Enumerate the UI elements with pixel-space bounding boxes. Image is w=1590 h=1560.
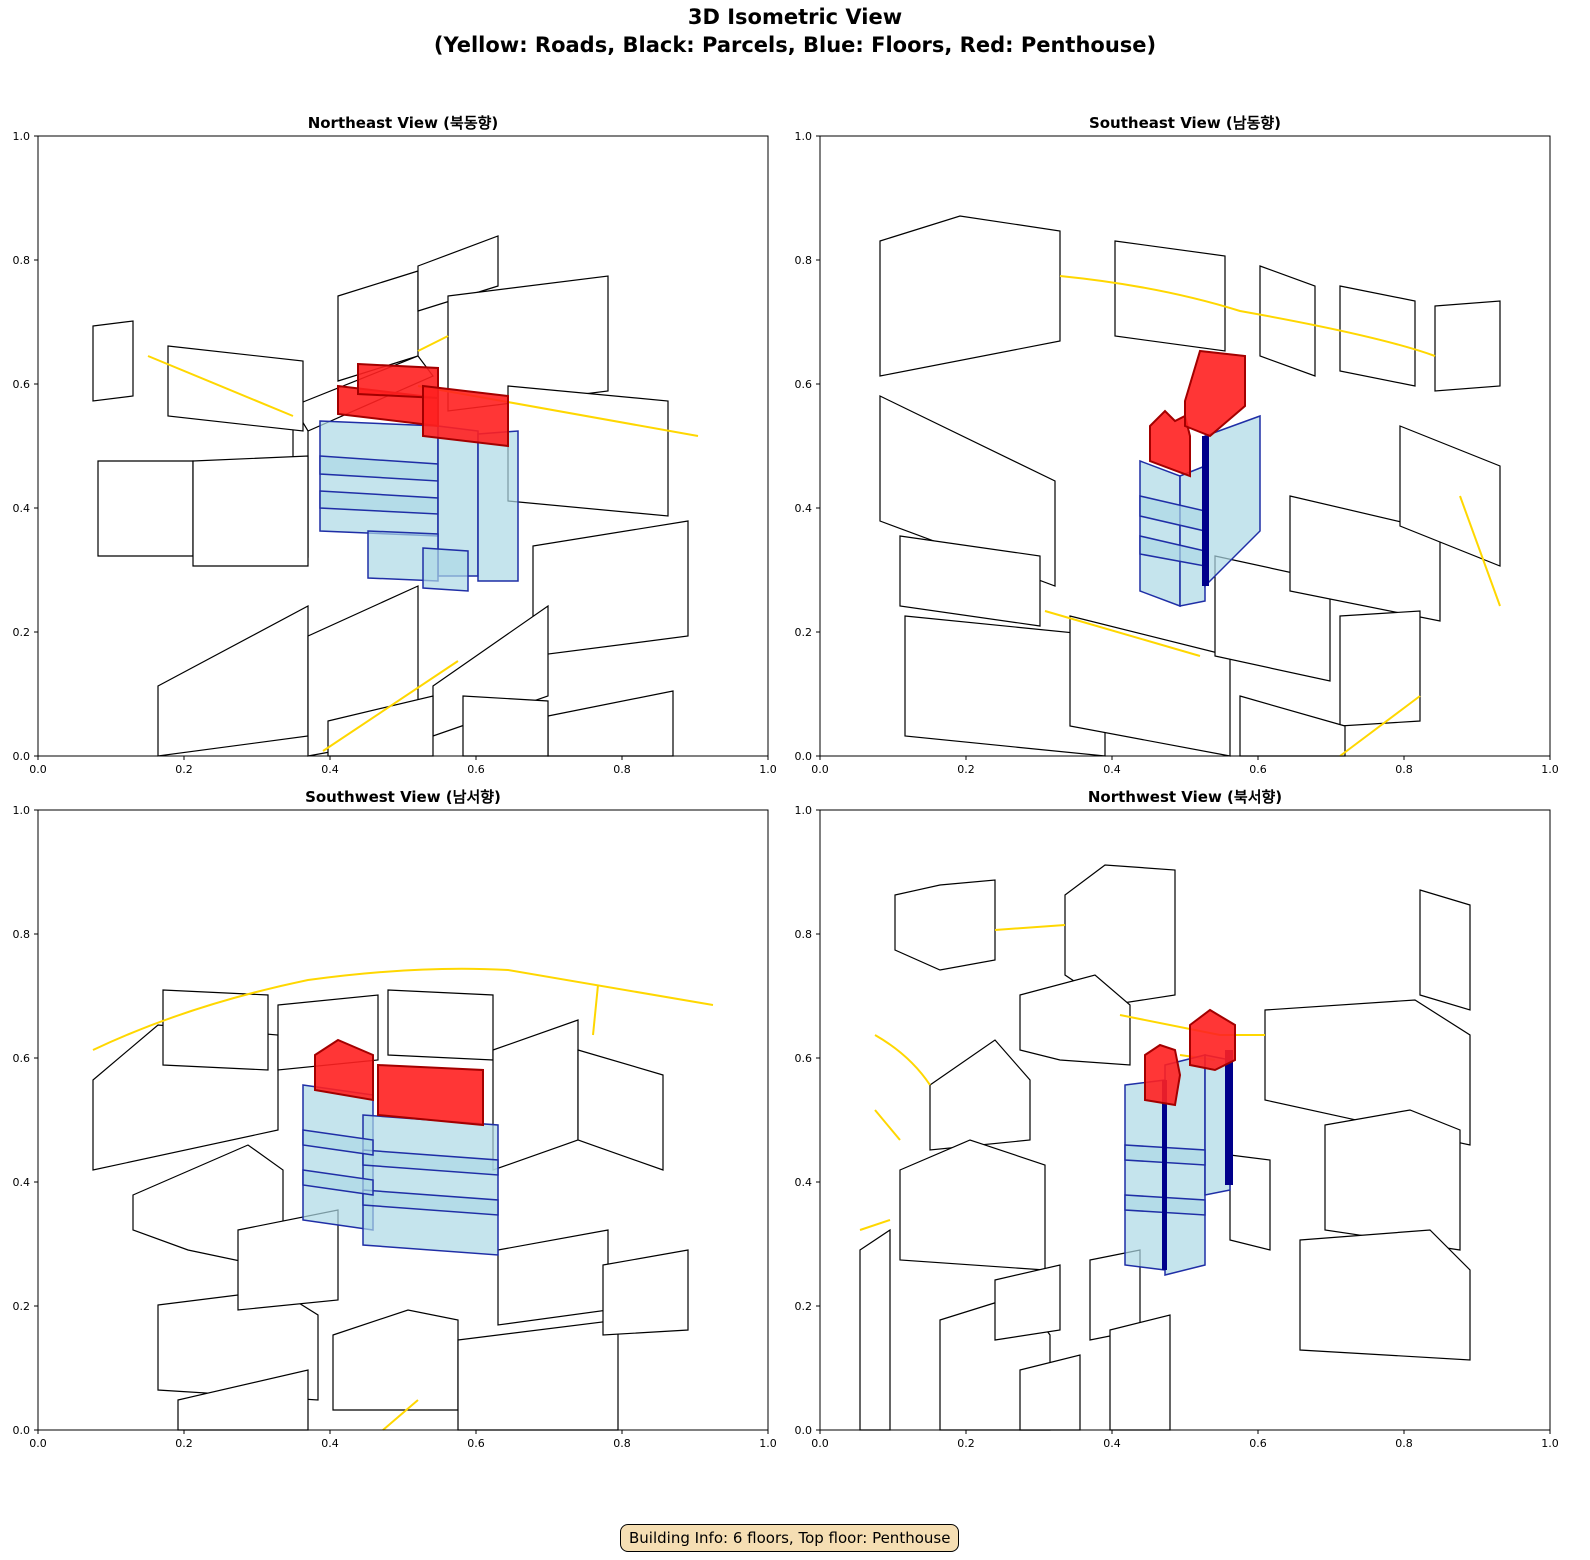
floors-dark-edge [1202,436,1209,586]
roads-layer [1044,275,1501,757]
penthouse-layer [1144,1008,1236,1107]
svg-text:1.0: 1.0 [795,804,813,817]
y-axis-ticks: 0.0 0.2 0.4 0.6 0.8 1.0 [13,130,38,763]
svg-text:0.6: 0.6 [1249,763,1267,776]
parcels-layer [859,864,1471,1431]
floors-dark-edge [1162,1050,1233,1270]
svg-text:0.0: 0.0 [795,1424,813,1437]
svg-text:0.8: 0.8 [613,763,631,776]
roads-layer [92,967,714,1431]
northwest-view-plot: 0.0 0.2 0.4 0.6 0.8 1.0 0.0 0.2 0.4 0.6 … [795,804,1559,1450]
svg-text:0.8: 0.8 [1395,763,1413,776]
svg-text:0.2: 0.2 [175,1437,193,1450]
penthouse-layer [1149,349,1246,478]
svg-text:0.8: 0.8 [13,928,31,941]
axes-frame [819,135,1551,757]
svg-text:0.4: 0.4 [13,1176,31,1189]
y-axis-ticks: 0.0 0.2 0.4 0.6 0.8 1.0 [795,804,820,1437]
panel-title-southwest: Southwest View (남서향) [305,788,501,806]
svg-text:0.2: 0.2 [957,1437,975,1450]
x-axis-ticks: 0.0 0.2 0.4 0.6 0.8 1.0 [811,1430,1559,1450]
southeast-view-plot: 0.0 0.2 0.4 0.6 0.8 1.0 0.0 0.2 0.4 0.6 … [795,130,1559,776]
axes-frame [819,809,1551,1431]
northeast-view-plot: 0.0 0.2 0.4 0.6 0.8 1.0 0.0 0.2 0.4 0.6 … [13,130,777,776]
svg-text:0.4: 0.4 [321,1437,339,1450]
panel-title-southeast: Southeast View (남동향) [1088,114,1282,132]
x-axis-ticks: 0.0 0.2 0.4 0.6 0.8 1.0 [811,756,1559,776]
svg-text:0.0: 0.0 [811,1437,829,1450]
svg-text:0.2: 0.2 [957,763,975,776]
y-axis-ticks: 0.0 0.2 0.4 0.6 0.8 1.0 [795,130,820,763]
svg-text:0.4: 0.4 [795,1176,813,1189]
parcels-layer [92,989,689,1431]
penthouse-layer [314,1038,484,1127]
svg-text:1.0: 1.0 [13,130,31,143]
svg-text:0.0: 0.0 [13,1424,31,1437]
svg-text:1.0: 1.0 [1541,1437,1559,1450]
panel-title-northwest: Northwest View (북서향) [1087,788,1283,806]
svg-text:0.4: 0.4 [321,763,339,776]
floors-layer [1139,414,1261,608]
svg-text:0.8: 0.8 [795,254,813,267]
svg-text:0.8: 0.8 [13,254,31,267]
building-info-box: Building Info: 6 floors, Top floor: Pent… [620,1524,960,1552]
svg-text:1.0: 1.0 [795,130,813,143]
svg-text:0.6: 0.6 [467,763,485,776]
y-axis-ticks: 0.0 0.2 0.4 0.6 0.8 1.0 [13,804,38,1437]
svg-text:0.6: 0.6 [795,378,813,391]
parcels-layer [92,235,689,757]
floors-layer [319,420,519,592]
svg-text:0.4: 0.4 [795,502,813,515]
svg-text:0.2: 0.2 [13,1300,31,1313]
svg-text:0.6: 0.6 [13,1052,31,1065]
x-axis-ticks: 0.0 0.2 0.4 0.6 0.8 1.0 [29,756,777,776]
svg-text:0.4: 0.4 [1103,1437,1121,1450]
panel-title-northeast: Northeast View (북동향) [307,114,499,132]
svg-text:0.2: 0.2 [795,1300,813,1313]
svg-text:0.8: 0.8 [613,1437,631,1450]
penthouse-layer [337,362,509,448]
svg-text:0.4: 0.4 [13,502,31,515]
svg-text:0.0: 0.0 [29,1437,47,1450]
svg-text:0.0: 0.0 [795,750,813,763]
figure-subtitle: (Yellow: Roads, Black: Parcels, Blue: Fl… [433,33,1157,57]
svg-text:0.6: 0.6 [1249,1437,1267,1450]
svg-text:1.0: 1.0 [759,1437,777,1450]
svg-text:0.4: 0.4 [1103,763,1121,776]
svg-text:1.0: 1.0 [13,804,31,817]
svg-text:1.0: 1.0 [759,763,777,776]
svg-text:0.2: 0.2 [13,626,31,639]
svg-text:0.8: 0.8 [1395,1437,1413,1450]
axes-frame [37,135,769,757]
x-axis-ticks: 0.0 0.2 0.4 0.6 0.8 1.0 [29,1430,777,1450]
svg-text:0.6: 0.6 [13,378,31,391]
svg-text:1.0: 1.0 [1541,763,1559,776]
svg-text:0.6: 0.6 [795,1052,813,1065]
svg-text:0.0: 0.0 [811,763,829,776]
parcels-layer [879,215,1501,757]
floors-layer [302,1084,499,1256]
svg-text:0.2: 0.2 [175,763,193,776]
svg-text:0.0: 0.0 [13,750,31,763]
svg-text:0.6: 0.6 [467,1437,485,1450]
svg-text:0.8: 0.8 [795,928,813,941]
svg-text:0.2: 0.2 [795,626,813,639]
axes-frame [37,809,769,1431]
southwest-view-plot: 0.0 0.2 0.4 0.6 0.8 1.0 0.0 0.2 0.4 0.6 … [13,804,777,1450]
figure-title: 3D Isometric View [687,5,903,29]
svg-text:0.0: 0.0 [29,763,47,776]
